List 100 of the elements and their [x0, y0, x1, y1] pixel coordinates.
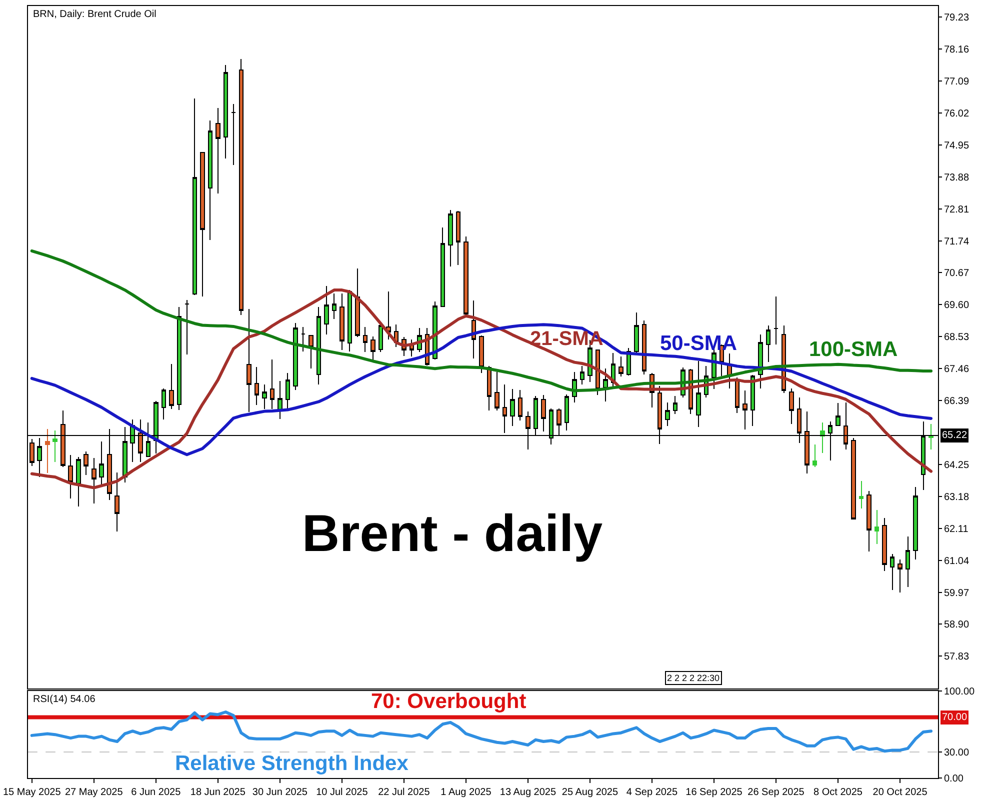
annotation: Brent - daily: [302, 505, 603, 563]
candlestick: [858, 480, 864, 509]
y-tick-label: 73.88: [944, 172, 970, 184]
candlestick: [541, 394, 546, 432]
x-tick-label: 13 Aug 2025: [500, 787, 556, 798]
candlestick: [386, 291, 391, 340]
candlestick: [820, 422, 825, 454]
y-tick-label: 61.04: [944, 556, 970, 567]
candlestick: [890, 554, 895, 591]
candlestick: [84, 450, 89, 476]
y-tick-label: 62.11: [944, 524, 969, 535]
candlestick: [494, 371, 500, 412]
candlestick: [278, 380, 282, 420]
candlestick: [898, 558, 902, 594]
x-tick-label: 25 Aug 2025: [562, 787, 618, 798]
candlestick: [192, 98, 198, 296]
candlestick: [479, 335, 484, 374]
candlestick: [238, 58, 244, 316]
candlestick: [91, 457, 96, 504]
y-tick-label: 76.02: [944, 108, 970, 120]
candlestick: [308, 335, 314, 370]
candlestick: [300, 326, 306, 352]
candlestick: [169, 363, 174, 410]
candlestick: [789, 388, 794, 424]
x-tick-label: 15 May 2025: [2, 787, 62, 798]
candlestick: [750, 374, 756, 427]
y-tick-label: 74.95: [944, 140, 970, 152]
chart-title: RSI(14) 54.06: [33, 694, 96, 705]
candlestick: [928, 423, 934, 450]
candlestick: [502, 384, 508, 434]
candlestick: [866, 490, 872, 552]
x-tick-label: 6 Jun 2025: [131, 787, 182, 798]
y-tick-label: 79.23: [944, 12, 970, 24]
candlestick: [874, 509, 880, 545]
y-tick-label: 67.46: [944, 364, 970, 376]
y-tick-label: 57.83: [944, 652, 970, 663]
candlestick: [440, 227, 446, 308]
candlestick: [68, 454, 74, 499]
candlestick: [161, 388, 166, 420]
chart-title: BRN, Daily: Brent Crude Oil: [33, 9, 156, 20]
line-series: [30, 288, 933, 490]
candlestick: [324, 285, 329, 336]
candlestick: [231, 103, 236, 166]
candlestick: [580, 365, 585, 385]
candlestick: [812, 444, 818, 468]
candlestick: [634, 312, 639, 356]
candlestick: [618, 356, 624, 378]
candlestick: [603, 368, 608, 402]
candlestick: [146, 422, 151, 458]
candlestick: [665, 402, 670, 427]
y-tick-label: 59.97: [944, 588, 970, 599]
candlestick: [362, 326, 368, 353]
candlestick: [774, 296, 778, 346]
candlestick: [44, 428, 50, 474]
candlestick: [223, 64, 228, 159]
x-tick-label: 4 Sep 2025: [626, 787, 678, 798]
x-tick-label: 30 Jun 2025: [252, 787, 308, 798]
candlestick: [882, 518, 887, 572]
candlestick: [486, 365, 492, 412]
candlestick: [510, 388, 515, 427]
y-tick-label: 70.67: [944, 268, 970, 280]
y-tick-label: 71.74: [944, 236, 970, 248]
x-tick-label: 8 Oct 2025: [814, 787, 863, 798]
y-tick-label: 100.00: [944, 686, 976, 698]
candlestick: [340, 292, 344, 351]
series-label: 50-SMA: [660, 332, 738, 355]
candlestick: [766, 325, 771, 363]
ref-line-label: 65.22: [942, 430, 968, 441]
y-tick-label: 68.53: [944, 332, 970, 344]
x-tick-label: 22 Jul 2025: [378, 787, 430, 798]
candlestick: [905, 536, 910, 588]
y-tick-label: 78.16: [944, 44, 970, 56]
y-tick-label: 72.81: [944, 204, 970, 216]
annotation: 70: Overbought: [371, 690, 526, 713]
candlestick: [696, 360, 701, 428]
candlestick: [836, 402, 840, 427]
candlestick: [332, 292, 337, 320]
candlestick: [99, 440, 104, 486]
x-tick-label: 27 May 2025: [64, 787, 124, 798]
series-label: 100-SMA: [809, 338, 898, 361]
candlestick: [293, 322, 298, 390]
candlestick: [448, 209, 453, 268]
candlestick: [262, 384, 267, 410]
candlestick: [316, 306, 322, 385]
candlestick: [742, 390, 748, 430]
candlestick: [76, 456, 81, 508]
candlestick: [52, 430, 58, 463]
candlestick: [216, 107, 220, 194]
y-tick-label: 63.18: [944, 492, 970, 503]
x-tick-label: 16 Sep 2025: [686, 787, 743, 798]
candlestick: [564, 394, 570, 431]
annotation: Relative Strength Index: [175, 752, 409, 775]
candlestick: [456, 210, 461, 266]
ref-line-label: 70.00: [942, 712, 968, 723]
y-tick-label: 69.60: [944, 300, 970, 312]
x-tick-label: 20 Oct 2025: [872, 787, 928, 798]
candlestick: [114, 472, 120, 532]
y-tick-label: 30.00: [944, 747, 970, 758]
candlestick: [254, 366, 260, 406]
line-series: [30, 249, 933, 392]
